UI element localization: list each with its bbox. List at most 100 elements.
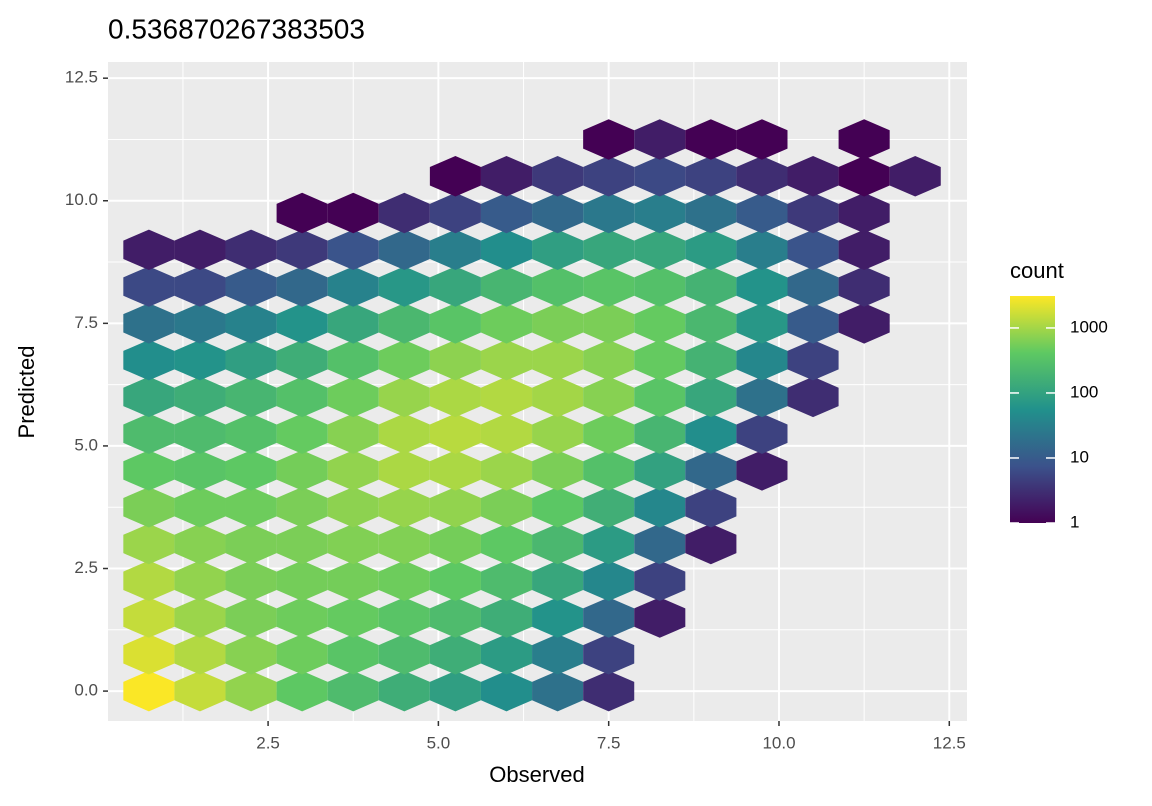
hex-cell bbox=[123, 450, 175, 491]
hex-cell bbox=[685, 486, 737, 528]
hex-cell bbox=[174, 376, 226, 418]
hex-cell bbox=[123, 376, 175, 418]
hex-cell bbox=[634, 192, 686, 234]
colorbar bbox=[1010, 296, 1055, 523]
hex-cell bbox=[225, 523, 277, 565]
hex-cell bbox=[123, 634, 175, 675]
hex-cell bbox=[378, 560, 430, 601]
x-tick-label: 12.5 bbox=[933, 733, 966, 752]
hex-cell bbox=[787, 192, 839, 234]
hex-cell bbox=[174, 450, 226, 491]
hex-cell bbox=[378, 376, 430, 418]
hex-cell bbox=[225, 634, 277, 675]
hex-cell bbox=[787, 229, 839, 271]
hex-cell bbox=[685, 192, 737, 234]
hex-cell bbox=[583, 339, 635, 381]
hex-cell bbox=[327, 229, 379, 271]
hex-cell bbox=[838, 229, 890, 271]
hex-cell bbox=[583, 560, 635, 601]
hex-cell bbox=[225, 229, 277, 271]
hex-cell bbox=[685, 376, 737, 418]
hex-cell bbox=[327, 670, 379, 712]
hex-cell bbox=[225, 670, 277, 712]
hex-cell bbox=[429, 450, 481, 491]
hex-cell bbox=[480, 450, 533, 491]
hex-cell bbox=[276, 303, 328, 344]
hex-cell bbox=[429, 192, 481, 234]
hex-cell bbox=[685, 523, 737, 565]
hex-cell bbox=[276, 597, 328, 638]
hex-cell bbox=[123, 597, 175, 638]
hex-cell bbox=[276, 670, 328, 712]
hex-cell bbox=[429, 229, 481, 271]
y-tick-label: 2.5 bbox=[74, 558, 98, 577]
hex-cell bbox=[583, 156, 635, 197]
hex-cell bbox=[532, 597, 584, 638]
hex-cell bbox=[327, 450, 379, 491]
hex-cell bbox=[634, 523, 686, 565]
hex-cell bbox=[634, 486, 686, 528]
hex-cell bbox=[378, 303, 430, 344]
hex-cell bbox=[225, 597, 277, 638]
hex-cell bbox=[225, 486, 277, 528]
hex-cell bbox=[889, 156, 941, 197]
hex-cell bbox=[480, 156, 533, 197]
hex-cell bbox=[123, 303, 175, 344]
hex-cell bbox=[736, 413, 788, 454]
hex-cell bbox=[429, 339, 481, 381]
hex-cell bbox=[838, 192, 890, 234]
hex-cell bbox=[123, 523, 175, 565]
x-tick-label: 7.5 bbox=[597, 733, 621, 752]
hex-cell bbox=[429, 303, 481, 344]
hex-cell bbox=[429, 523, 481, 565]
y-tick-label: 7.5 bbox=[74, 313, 98, 332]
hex-cell bbox=[276, 192, 328, 234]
hex-cell bbox=[276, 450, 328, 491]
hex-cell bbox=[174, 523, 226, 565]
legend-tick-label: 1000 bbox=[1070, 317, 1108, 336]
hex-cell bbox=[225, 450, 277, 491]
hex-cell bbox=[429, 156, 481, 197]
hex-cell bbox=[429, 266, 481, 307]
hex-cell bbox=[583, 376, 635, 418]
hex-cell bbox=[327, 597, 379, 638]
y-tick-label: 0.0 bbox=[74, 681, 98, 700]
hex-cell bbox=[174, 486, 226, 528]
hex-cell bbox=[583, 192, 635, 234]
hex-cell bbox=[327, 339, 379, 381]
hex-cell bbox=[276, 229, 328, 271]
hex-cell bbox=[174, 303, 226, 344]
hex-cell bbox=[480, 266, 533, 307]
hex-cell bbox=[583, 523, 635, 565]
hex-cell bbox=[429, 670, 481, 712]
hex-cell bbox=[583, 670, 635, 712]
hex-cell bbox=[378, 413, 430, 454]
hex-cell bbox=[276, 560, 328, 601]
hex-cell bbox=[480, 523, 533, 565]
hex-cell bbox=[225, 413, 277, 454]
hex-cell bbox=[583, 413, 635, 454]
hex-cell bbox=[123, 486, 175, 528]
hex-cell bbox=[532, 376, 584, 418]
hex-cell bbox=[276, 486, 328, 528]
hex-cell bbox=[634, 156, 686, 197]
legend-title: count bbox=[1010, 258, 1064, 283]
hex-cell bbox=[583, 634, 635, 675]
hex-cell bbox=[736, 303, 788, 344]
hex-cell bbox=[634, 266, 686, 307]
hex-cell bbox=[327, 376, 379, 418]
hex-cell bbox=[378, 670, 430, 712]
hex-cell bbox=[532, 560, 584, 601]
hex-cell bbox=[685, 229, 737, 271]
chart-title: 0.536870267383503 bbox=[108, 13, 365, 44]
hex-cell bbox=[123, 413, 175, 454]
hex-cell bbox=[532, 486, 584, 528]
hex-cell bbox=[583, 486, 635, 528]
hex-cell bbox=[838, 303, 890, 344]
hex-cell bbox=[174, 266, 226, 307]
hex-cell bbox=[480, 303, 533, 344]
hex-cell bbox=[634, 339, 686, 381]
hex-cell bbox=[378, 266, 430, 307]
x-tick-label: 2.5 bbox=[256, 733, 280, 752]
hex-cell bbox=[378, 192, 430, 234]
